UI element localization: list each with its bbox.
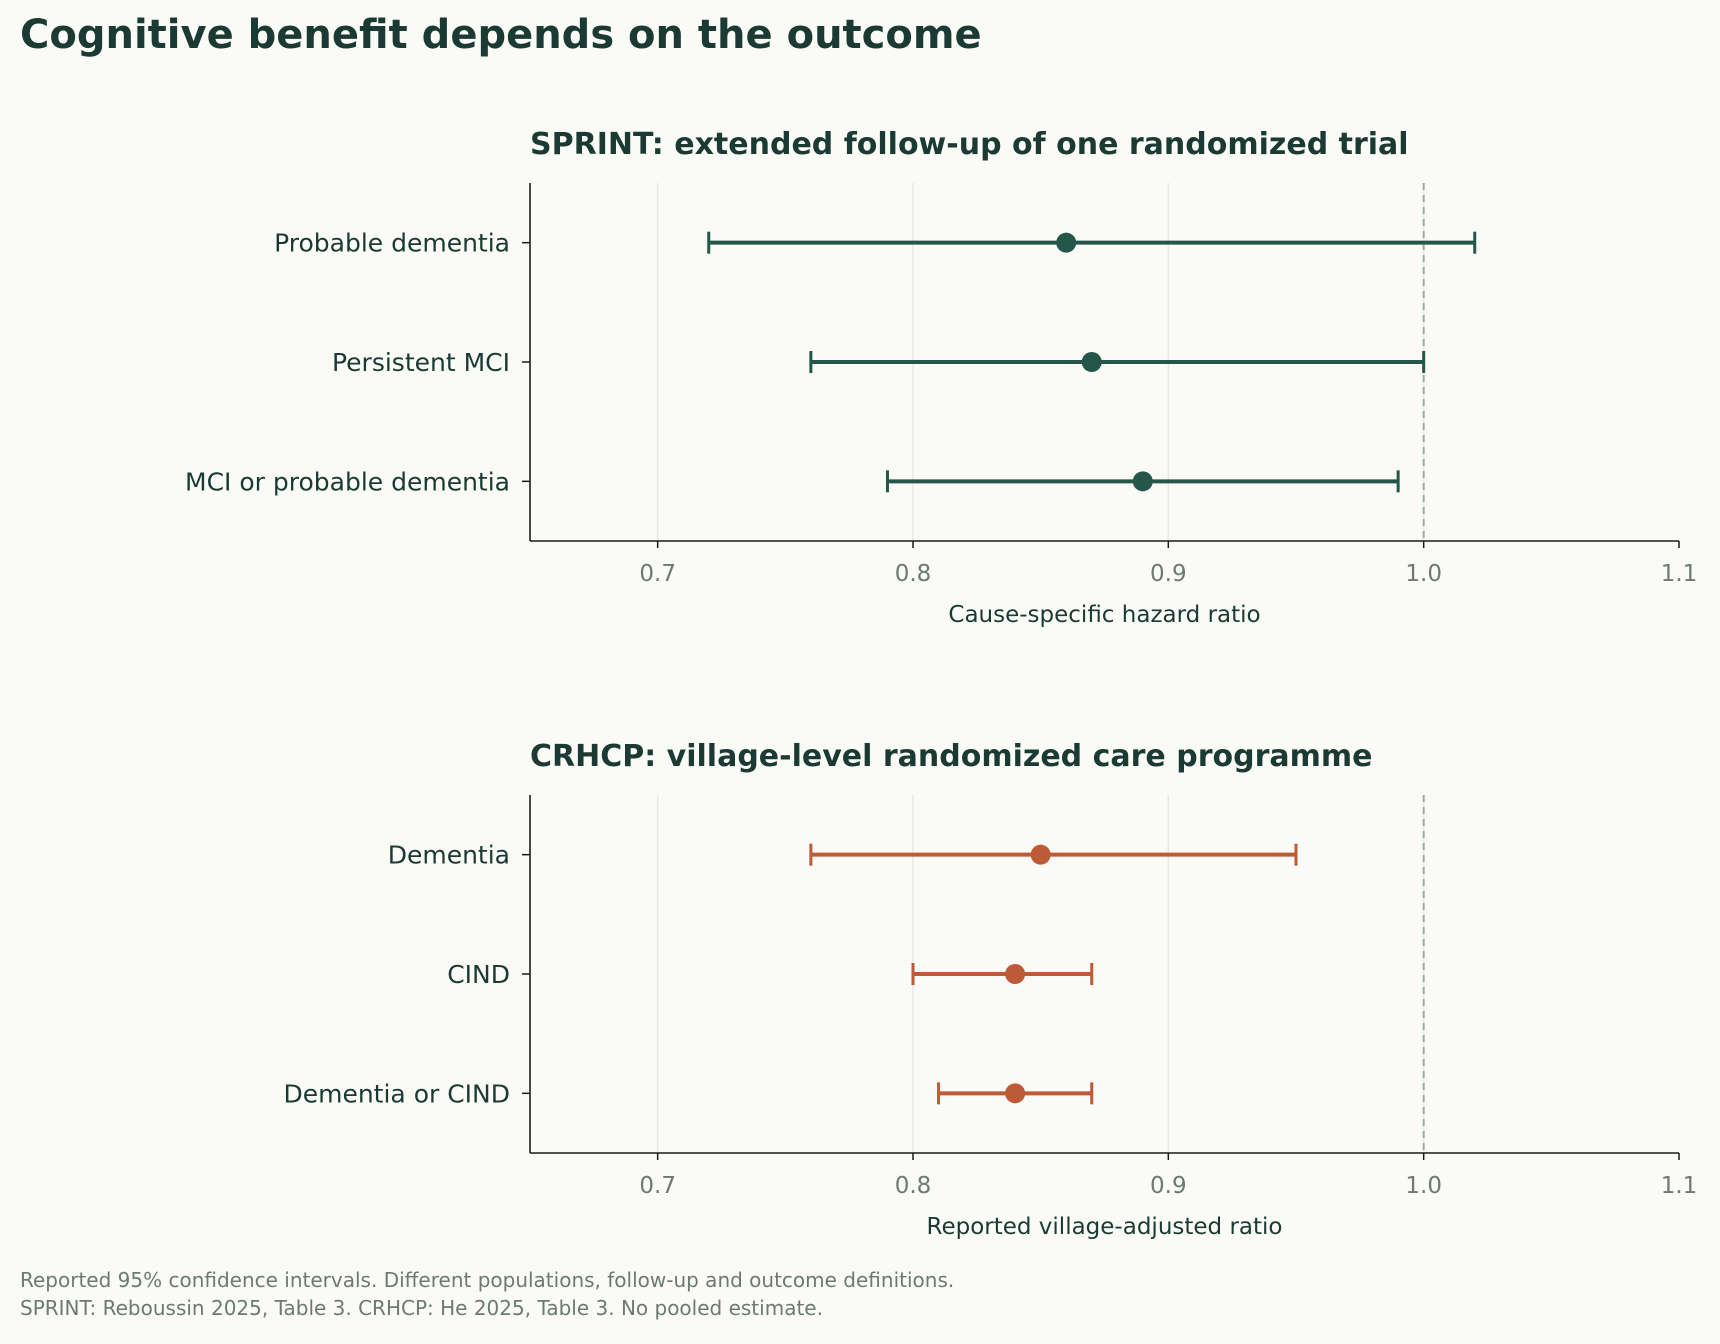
- panel-2-x-tick-label: 0.7: [639, 1173, 676, 1199]
- footnote: Reported 95% confidence intervals. Diffe…: [20, 1266, 954, 1322]
- figure-title: Cognitive benefit depends on the outcome: [20, 12, 982, 58]
- panel-2-title: CRHCP: village-level randomized care pro…: [530, 739, 1372, 774]
- panel-1-row-label: MCI or probable dementia: [185, 467, 510, 496]
- panel-2-x-axis-label: Reported village-adjusted ratio: [927, 1214, 1283, 1240]
- panel-1-row-label: Persistent MCI: [332, 348, 510, 377]
- panel-2-point-estimate: [1005, 1083, 1026, 1104]
- panel-2-x-tick-label: 1.0: [1405, 1173, 1442, 1199]
- panel-2-point-estimate: [1030, 844, 1051, 865]
- panel-1-x-tick-label: 0.9: [1150, 561, 1187, 587]
- panel-2-x-tick-label: 0.8: [895, 1173, 932, 1199]
- panel-1-point-estimate: [1132, 471, 1153, 492]
- panel-1-x-tick-label: 0.8: [895, 561, 932, 587]
- panel-1-row-label: Probable dementia: [274, 229, 510, 258]
- panel-1-x-tick-label: 0.7: [639, 561, 676, 587]
- panel-1-x-tick-label: 1.1: [1661, 561, 1698, 587]
- panel-1-point-estimate: [1081, 352, 1102, 372]
- panel-1-point-estimate: [1056, 232, 1077, 253]
- panel-2-x-tick-label: 1.1: [1661, 1173, 1698, 1199]
- panel-1-title: SPRINT: extended follow-up of one random…: [530, 127, 1409, 162]
- panel-2-x-tick-label: 0.9: [1150, 1173, 1187, 1199]
- panel-1-x-axis-label: Cause-specific hazard ratio: [948, 602, 1260, 628]
- panel-2-point-estimate: [1005, 964, 1026, 984]
- panel-1-x-tick-label: 1.0: [1405, 561, 1442, 587]
- footnote-line-2: SPRINT: Reboussin 2025, Table 3. CRHCP: …: [20, 1296, 823, 1320]
- panel-2-row-label: Dementia: [388, 841, 510, 870]
- panel-2-row-label: CIND: [447, 960, 510, 989]
- footnote-line-1: Reported 95% confidence intervals. Diffe…: [20, 1268, 955, 1292]
- panel-2-row-label: Dementia or CIND: [283, 1079, 510, 1108]
